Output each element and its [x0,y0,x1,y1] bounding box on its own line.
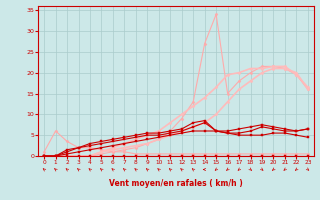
X-axis label: Vent moyen/en rafales ( km/h ): Vent moyen/en rafales ( km/h ) [109,179,243,188]
